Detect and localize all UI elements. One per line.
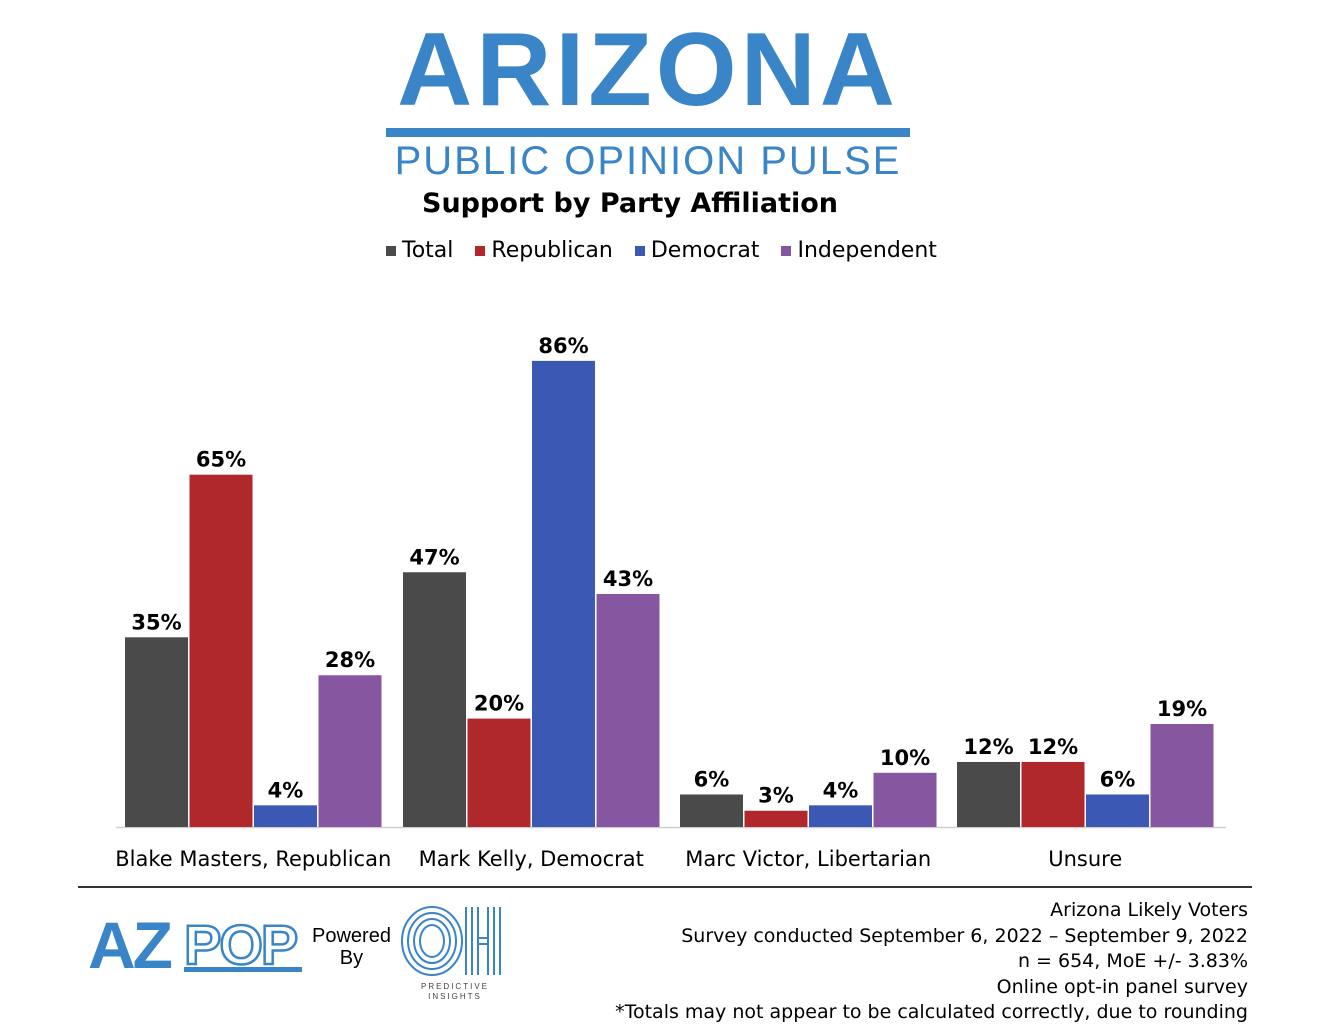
legend-swatch-republican (475, 245, 486, 256)
data-label-independent-0: 28% (325, 648, 375, 672)
footer-divider (78, 886, 1252, 888)
category-label-0: Blake Masters, Republican (115, 847, 391, 871)
bar-democrat-2 (809, 805, 872, 827)
by-label: By (339, 947, 364, 969)
bar-independent-2 (873, 772, 937, 827)
brand-divider (386, 128, 910, 137)
data-label-democrat-3: 6% (1100, 767, 1136, 791)
bar-democrat-1 (532, 360, 595, 827)
data-label-democrat-2: 4% (823, 778, 859, 802)
svg-text:AZ: AZ (88, 912, 172, 974)
legend-label-total: Total (402, 238, 454, 263)
category-label-3: Unsure (1048, 847, 1122, 871)
oh-logo (401, 906, 501, 976)
data-label-total-2: 6% (694, 767, 730, 791)
note-line: Online opt-in panel survey (996, 975, 1248, 998)
legend-swatch-democrat (634, 245, 645, 256)
legend-item-total: Total (386, 238, 453, 263)
note-line: Arizona Likely Voters (1050, 899, 1248, 921)
legend-label-independent: Independent (797, 238, 937, 263)
bar-total-0 (125, 637, 188, 827)
data-label-independent-2: 10% (880, 746, 930, 770)
bar-total-2 (680, 794, 743, 827)
bar-democrat-0 (254, 805, 317, 827)
data-label-republican-2: 3% (758, 784, 794, 808)
bar-independent-0 (318, 675, 382, 827)
bar-chart: 35% 65% 4% 28% Blake Masters, Republican 47% 2… (115, 334, 1226, 871)
legend-item-republican: Republican (475, 238, 613, 263)
oh-caption-line-1: PREDICTIVE (420, 982, 489, 991)
bar-total-3 (957, 761, 1020, 827)
brand-subtitle: PUBLIC OPINION PULSE (394, 139, 902, 183)
legend-label-democrat: Democrat (650, 238, 760, 263)
legend-label-republican: Republican (491, 238, 613, 263)
legend-swatch-independent (781, 245, 792, 256)
data-label-democrat-0: 4% (268, 778, 304, 802)
note-line: *Totals may not appear to be calculated … (615, 1001, 1248, 1023)
bar-independent-1 (596, 593, 660, 827)
brand-title: ARIZONA (397, 12, 899, 128)
legend-item-independent: Independent (781, 238, 937, 263)
powered-by-text: Powered By (312, 925, 391, 969)
bar-republican-3 (1021, 761, 1085, 827)
category-label-1: Mark Kelly, Democrat (419, 847, 644, 871)
oh-caption-line-2: INSIGHTS (428, 992, 482, 1001)
oh-logo-caption: PREDICTIVE INSIGHTS (400, 982, 510, 1002)
bar-republican-1 (467, 718, 531, 827)
chart-legend: Total Republican Democrat Independent (386, 238, 937, 263)
survey-notes: Arizona Likely Voters Survey conducted S… (615, 898, 1248, 1026)
data-label-democrat-1: 86% (538, 334, 588, 358)
bar-republican-2 (744, 810, 808, 827)
note-line: Survey conducted September 6, 2022 – Sep… (681, 924, 1248, 947)
powered-label: Powered (312, 925, 391, 947)
bar-republican-0 (189, 474, 253, 827)
bar-independent-3 (1150, 724, 1214, 827)
data-label-total-3: 12% (963, 735, 1013, 759)
chart-title: Support by Party Affiliation (422, 188, 838, 219)
brand-header: ARIZONA PUBLIC OPINION PULSE (0, 18, 1296, 181)
svg-text:POP: POP (184, 913, 297, 974)
azpop-logo: AZ POP (88, 912, 302, 974)
data-label-republican-1: 20% (474, 692, 524, 716)
legend-swatch-total (386, 245, 396, 256)
data-label-total-1: 47% (409, 545, 459, 569)
note-line: n = 654, MoE +/- 3.83% (1017, 950, 1248, 972)
bar-total-1 (403, 572, 466, 827)
data-label-total-0: 35% (131, 610, 181, 634)
data-label-independent-3: 19% (1157, 697, 1207, 721)
data-label-republican-0: 65% (196, 448, 246, 472)
data-label-republican-3: 12% (1028, 735, 1078, 759)
bar-democrat-3 (1086, 794, 1149, 827)
legend-item-democrat: Democrat (634, 238, 760, 263)
data-label-independent-1: 43% (603, 567, 653, 591)
category-label-2: Marc Victor, Libertarian (685, 847, 931, 871)
